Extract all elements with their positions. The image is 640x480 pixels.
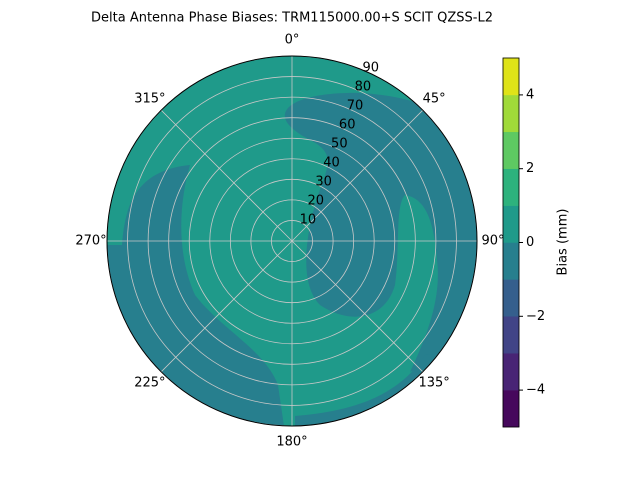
colorbar-tick-label: 0 [526,235,534,250]
r-tick-label: 80 [355,80,372,95]
r-tick-label: 20 [307,194,324,209]
theta-tick-label: 45° [423,91,446,106]
colorbar-tick-label: −4 [526,383,545,398]
theta-tick-label: 180° [276,435,307,450]
colorbar-band [502,389,520,428]
r-tick-label: 70 [347,99,364,114]
r-tick-label: 30 [315,175,332,190]
colorbar-band [502,242,520,280]
colorbar-band [502,131,520,169]
r-tick-label: 50 [331,137,348,152]
colorbar-band [502,205,520,243]
grid-spoke [160,109,293,242]
grid-spoke [160,240,293,373]
colorbar-band [502,168,520,206]
theta-tick-label: 315° [134,91,165,106]
theta-tick-label: 135° [418,376,449,391]
colorbar-band [502,279,520,317]
polar-frame [106,55,478,427]
r-tick-label: 60 [339,118,356,133]
theta-tick-label: 270° [75,234,106,249]
theta-tick-label: 0° [285,33,300,48]
colorbar-label: Bias (mm) [556,209,571,276]
theta-tick-label: 225° [134,376,165,391]
grid-spoke [291,109,424,242]
colorbar-band [502,352,520,391]
r-tick-label: 90 [363,61,380,76]
colorbar-band [502,94,520,133]
theta-tick-label: 90° [481,234,504,249]
r-tick-label: 40 [323,156,340,171]
colorbar-tick-label: 4 [526,87,534,102]
contour-region [284,92,477,372]
colorbar-tick-label: −2 [526,309,545,324]
grid-spoke [291,240,424,373]
chart-title: Delta Antenna Phase Biases: TRM115000.00… [91,11,493,26]
colorbar-tick-label: 2 [526,161,534,176]
colorbar-band [502,57,520,96]
r-tick-label: 10 [300,213,317,228]
colorbar-band [502,316,520,354]
